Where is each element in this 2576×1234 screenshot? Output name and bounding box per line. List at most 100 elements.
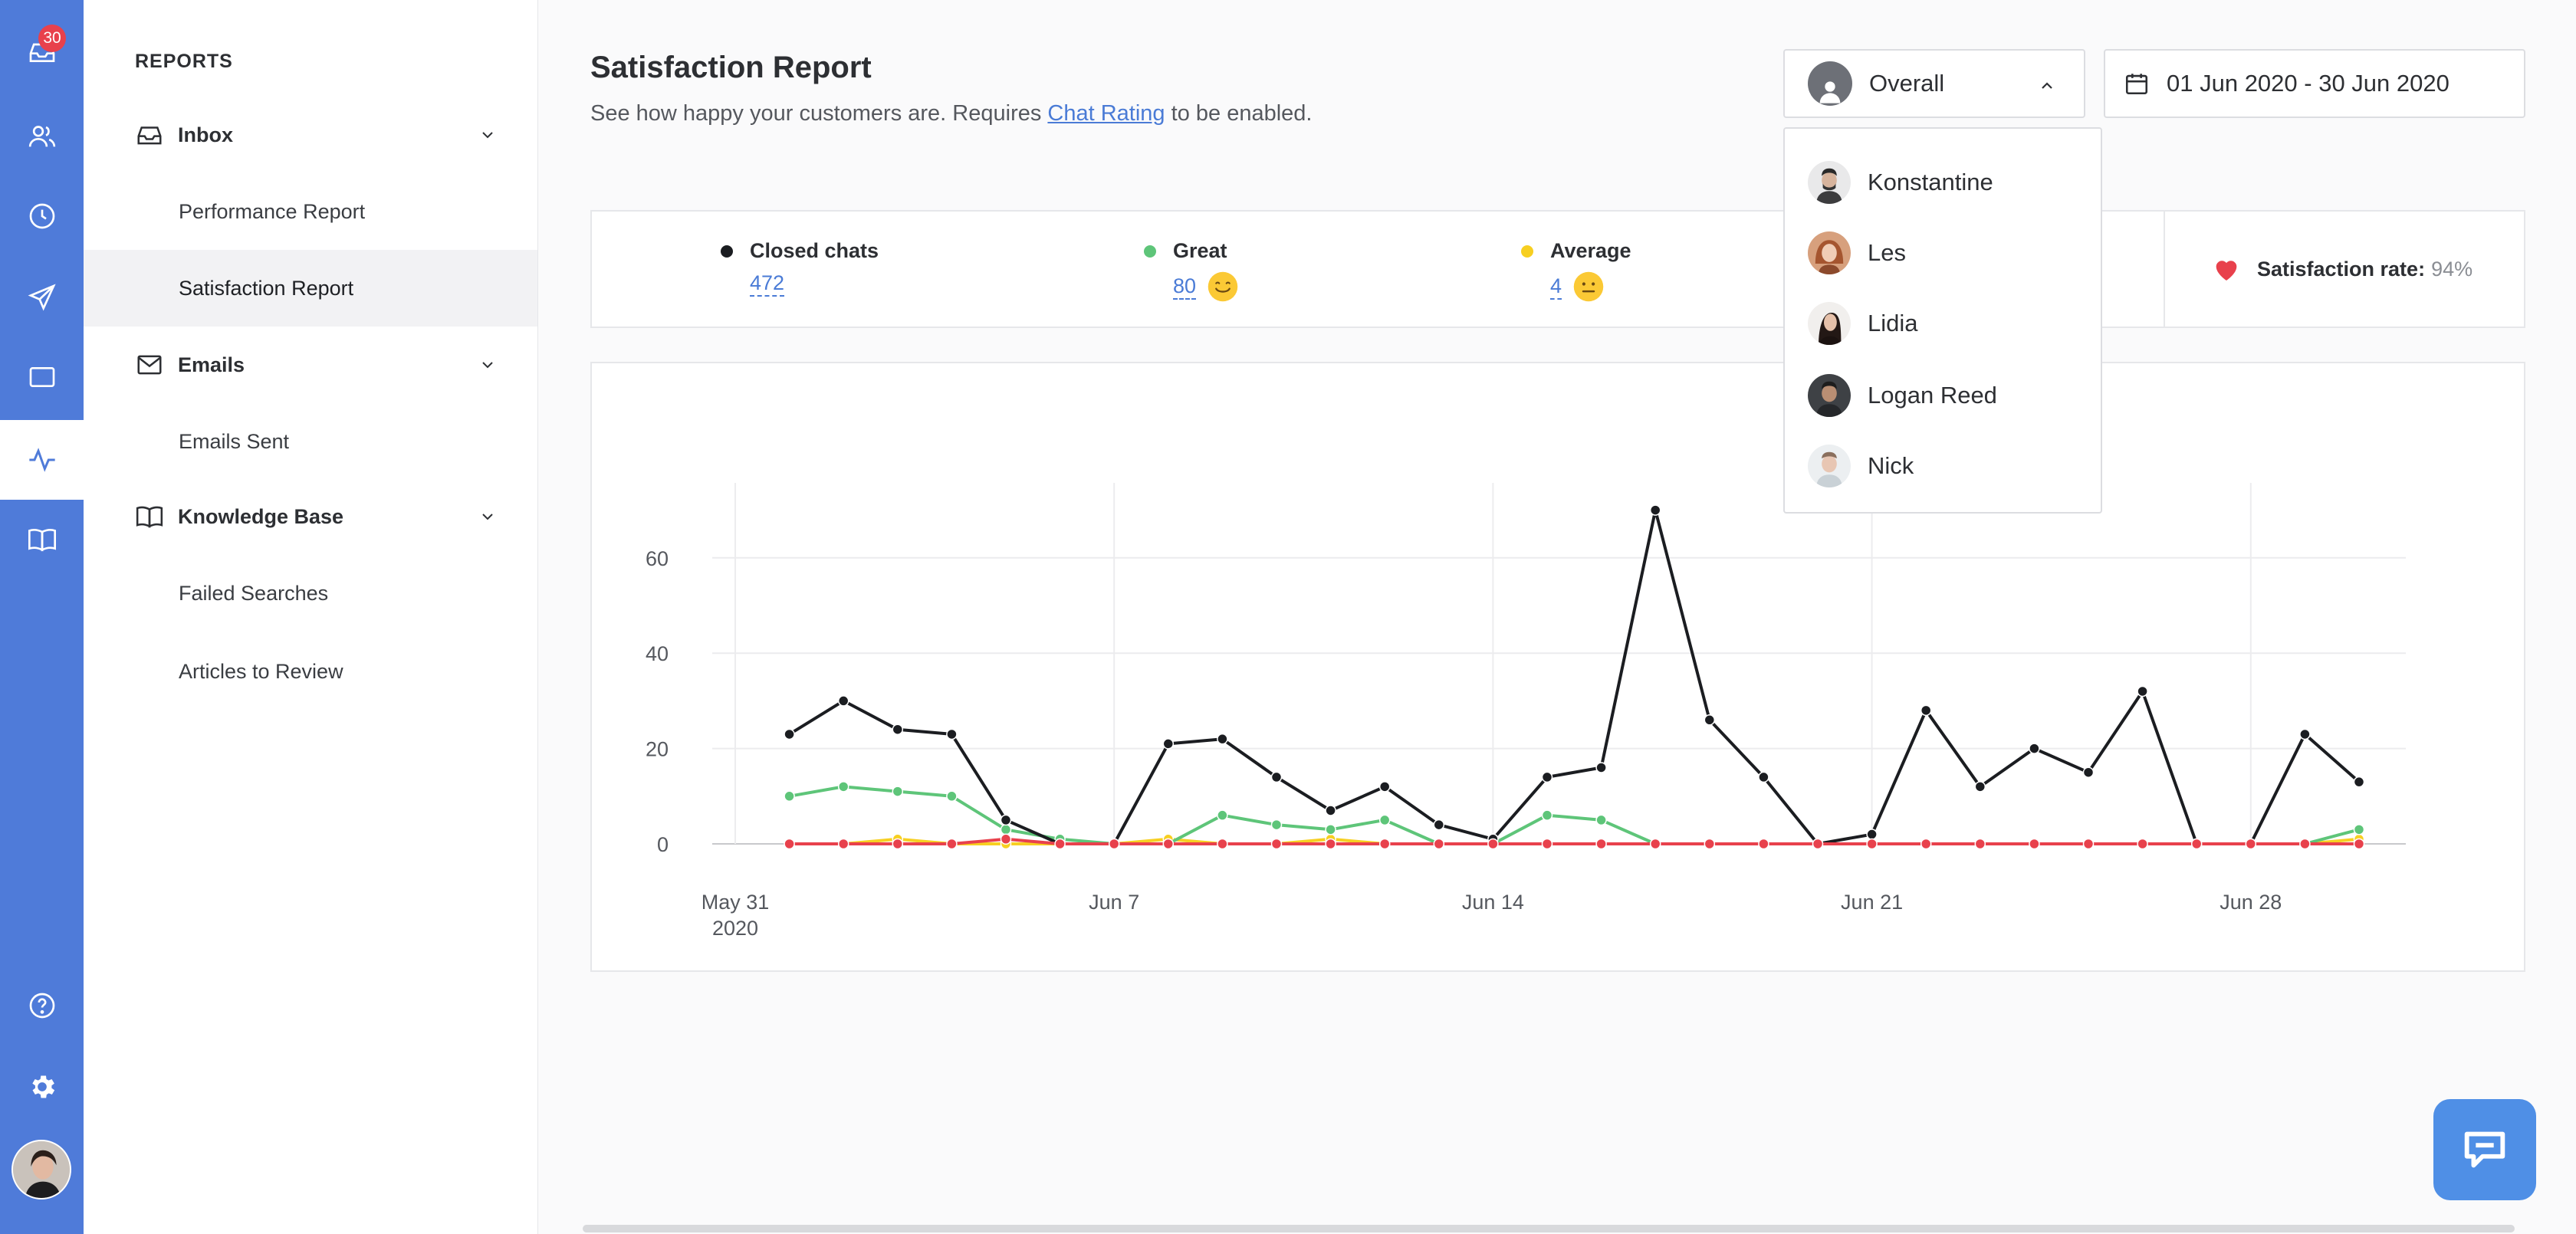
rail-reports-button[interactable] <box>0 420 84 500</box>
data-point <box>892 838 904 850</box>
sidebar-item-satisfaction-report[interactable]: Satisfaction Report <box>84 250 537 327</box>
data-point <box>1541 838 1553 850</box>
data-point <box>1270 819 1283 831</box>
inbox-icon <box>137 126 162 145</box>
data-point <box>2190 838 2203 850</box>
legend-dot <box>1144 245 1156 258</box>
sidebar-item-emails-sent[interactable]: Emails Sent <box>84 403 537 480</box>
data-point <box>2082 766 2095 778</box>
sidebar-item-articles-to-review[interactable]: Articles to Review <box>84 633 537 710</box>
data-point <box>1595 762 1607 773</box>
data-point <box>1649 504 1661 516</box>
sidebar-section-inbox[interactable]: Inbox <box>135 120 518 150</box>
sidebar-item-performance-report[interactable]: Performance Report <box>84 173 537 250</box>
reports-sidebar: REPORTS Inbox Performance Report Satisfa… <box>84 0 538 1234</box>
rail-widget-button[interactable] <box>0 337 84 417</box>
agent-option-konstantine[interactable]: Konstantine <box>1808 159 1993 205</box>
sidebar-item-failed-searches[interactable]: Failed Searches <box>84 555 537 632</box>
rail-inbox-button[interactable] <box>0 12 84 92</box>
x-tick-label: May 31 <box>702 891 770 914</box>
agent-option-lidia[interactable]: Lidia <box>1808 300 1918 346</box>
data-point <box>1812 838 1824 850</box>
data-point <box>1217 809 1228 821</box>
user-avatar[interactable] <box>12 1140 71 1200</box>
x-tick-label: Jun 21 <box>1841 891 1903 914</box>
chart-card: 0 20 40 60 May 31 2020 Jun 7 Jun 14 Jun 21 Jun 28 <box>590 362 2525 972</box>
data-point <box>1433 838 1445 850</box>
data-point <box>2137 838 2148 850</box>
agent-dropdown: Konstantine Les Lidia Logan Reed Nick <box>1783 127 2102 514</box>
data-point <box>1325 805 1336 816</box>
agent-option-label: Lidia <box>1868 310 1918 336</box>
chevron-down-icon <box>482 514 493 520</box>
stat-value-link[interactable]: 472 <box>750 271 785 297</box>
rail-history-button[interactable] <box>0 176 84 256</box>
agent-option-label: Nick <box>1868 452 1914 479</box>
people-icon <box>28 126 55 147</box>
inbox-icon <box>29 43 54 62</box>
x-tick-sublabel: 2020 <box>712 917 758 940</box>
rail-help-button[interactable] <box>0 966 84 1045</box>
satisfaction-value: 94% <box>2431 257 2473 281</box>
data-point <box>2353 838 2365 850</box>
chat-widget-button[interactable] <box>2433 1099 2536 1200</box>
rail-campaigns-button[interactable] <box>0 258 84 337</box>
chevron-down-icon <box>482 362 493 369</box>
data-point <box>1162 738 1175 750</box>
data-point <box>1704 714 1716 726</box>
agent-option-label: Logan Reed <box>1868 382 1997 409</box>
date-range-value: 01 Jun 2020 - 30 Jun 2020 <box>2167 70 2450 97</box>
satisfaction-rate: Satisfaction rate: 94% <box>2164 212 2525 327</box>
agent-option-logan-reed[interactable]: Logan Reed <box>1808 372 1997 418</box>
date-range-picker[interactable]: 01 Jun 2020 - 30 Jun 2020 <box>2104 49 2525 118</box>
data-point <box>784 838 795 850</box>
data-point <box>1378 781 1391 793</box>
data-point <box>1704 838 1716 850</box>
sidebar-item-label: Emails Sent <box>179 429 290 453</box>
stat-label: Great <box>1173 239 1227 262</box>
data-point <box>892 724 904 735</box>
agent-option-les[interactable]: Les <box>1808 230 1906 276</box>
data-point <box>2029 743 2040 754</box>
agent-avatar <box>1808 231 1851 274</box>
clock-icon <box>29 203 54 229</box>
chat-rating-link[interactable]: Chat Rating <box>1047 101 1165 126</box>
data-point <box>1541 809 1553 821</box>
data-point <box>1487 838 1499 850</box>
agent-avatar <box>1808 302 1851 345</box>
y-tick-label: 60 <box>646 547 669 570</box>
chevron-up-icon <box>2042 82 2052 89</box>
chat-bubble-icon <box>2464 1131 2505 1168</box>
agent-select[interactable]: Overall <box>1783 49 2085 118</box>
data-point <box>946 838 958 850</box>
data-point <box>1378 814 1391 826</box>
x-tick-label: Jun 7 <box>1089 891 1139 914</box>
series-line <box>789 837 2359 845</box>
data-point <box>1325 838 1336 850</box>
calendar-icon <box>2125 74 2148 95</box>
legend-dot <box>721 245 733 258</box>
stat-value-link[interactable]: 80 <box>1173 274 1197 300</box>
page-subtitle: See how happy your customers are. Requir… <box>590 101 1312 126</box>
sidebar-section-emails[interactable]: Emails <box>135 350 518 380</box>
stat-great: Great 80 <box>1144 239 1239 303</box>
horizontal-scrollbar[interactable] <box>583 1225 2515 1232</box>
rail-settings-button[interactable] <box>0 1047 84 1127</box>
rail-knowledge-button[interactable] <box>0 500 84 579</box>
series-line <box>788 508 2361 845</box>
data-point <box>1649 838 1661 850</box>
data-point <box>2353 824 2365 835</box>
data-point <box>784 728 795 740</box>
agent-select-value: Overall <box>1869 70 1945 97</box>
gear-icon <box>31 1075 54 1098</box>
x-tick-label: Jun 14 <box>1462 891 1524 914</box>
rail-contacts-button[interactable] <box>0 97 84 176</box>
agent-avatar <box>1808 374 1851 417</box>
sidebar-section-knowledge-base[interactable]: Knowledge Base <box>135 501 518 532</box>
window-icon <box>29 367 54 387</box>
agent-option-nick[interactable]: Nick <box>1808 443 1914 489</box>
data-point <box>1054 838 1066 850</box>
data-point <box>1000 824 1012 835</box>
stat-value-link[interactable]: 4 <box>1550 274 1562 300</box>
book-icon <box>28 528 56 552</box>
